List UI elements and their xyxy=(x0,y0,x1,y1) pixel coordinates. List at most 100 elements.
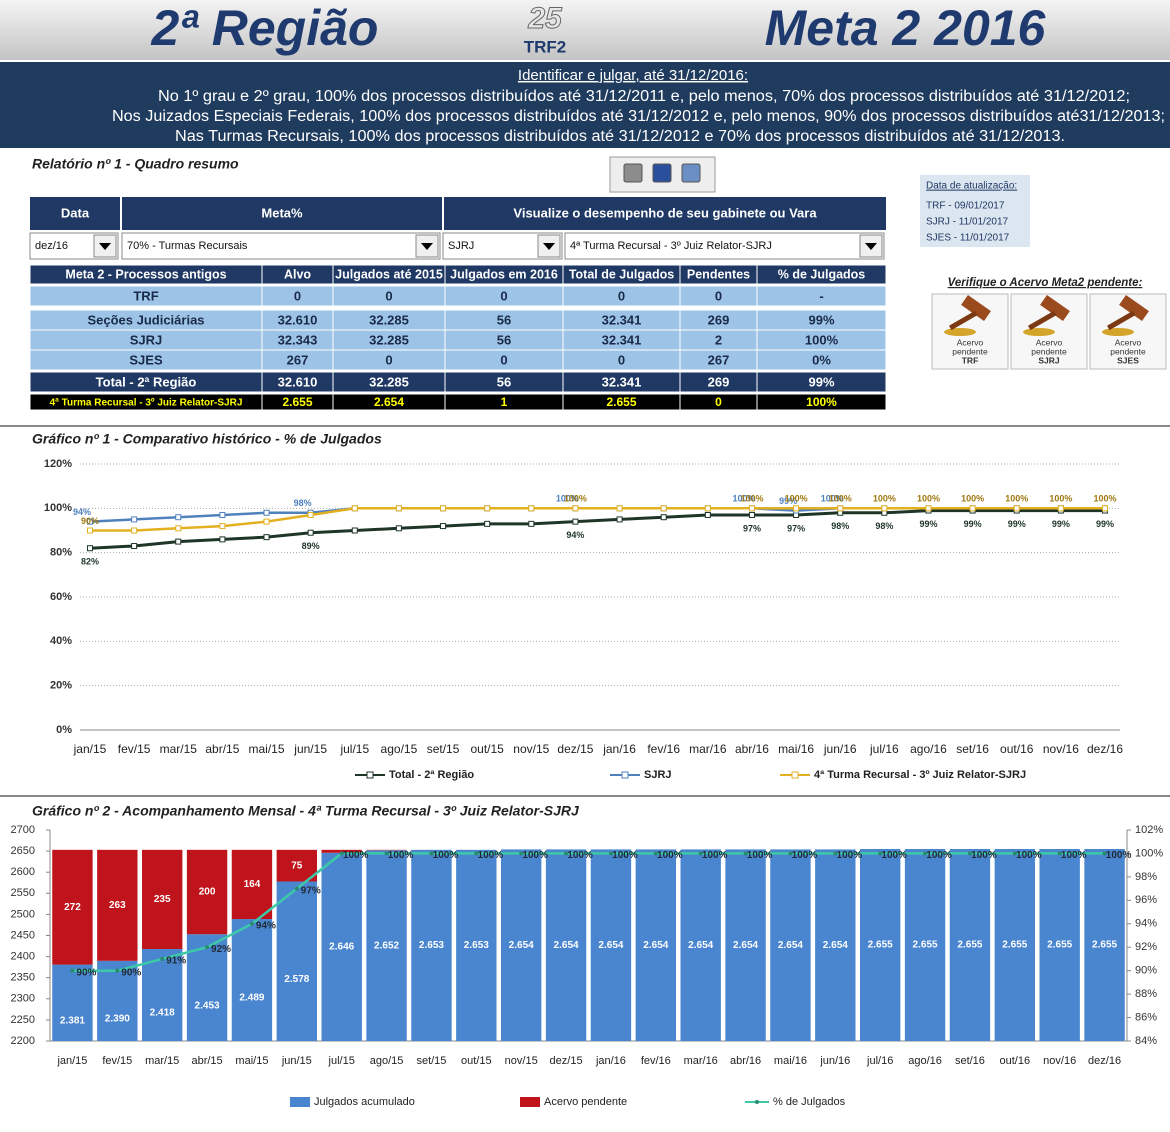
x-tick-label: jul/15 xyxy=(328,1055,355,1067)
data-label: 2.654 xyxy=(733,940,758,951)
y-tick-label: 2550 xyxy=(11,887,35,899)
data-label: 97% xyxy=(301,885,321,896)
data-label: 94% xyxy=(256,920,276,931)
data-label: 2.654 xyxy=(778,940,803,951)
x-tick-label: set/15 xyxy=(427,742,460,756)
data-label: 90% xyxy=(81,516,99,526)
legend-label: Total - 2ª Região xyxy=(389,769,474,781)
preview-button[interactable] xyxy=(682,164,700,182)
logo-number: 25 xyxy=(527,2,563,35)
table-cell-text: 56 xyxy=(497,332,511,347)
gavel-base xyxy=(944,328,976,336)
chart-divider xyxy=(0,425,1170,427)
data-point xyxy=(529,521,534,526)
table-cell-text: Total - 2ª Região xyxy=(96,374,197,389)
x-tick-label: out/15 xyxy=(461,1055,492,1067)
x-tick-label: mar/16 xyxy=(684,1055,718,1067)
x-tick-label: set/16 xyxy=(956,742,989,756)
y-tick-label: 2400 xyxy=(11,951,35,963)
y-tick-label: 20% xyxy=(50,680,72,692)
data-point xyxy=(250,922,254,926)
data-point xyxy=(838,506,843,511)
data-point xyxy=(264,535,269,540)
table-cell-text: 56 xyxy=(497,312,511,327)
legend-marker xyxy=(367,772,373,778)
data-label: 90% xyxy=(121,967,141,978)
x-tick-label: jan/15 xyxy=(73,742,107,756)
data-point xyxy=(205,945,209,949)
x-tick-label: jun/16 xyxy=(823,742,857,756)
x-tick-label: dez/15 xyxy=(557,742,593,756)
table-cell-text: SJES xyxy=(129,352,163,367)
x-tick-label: dez/16 xyxy=(1088,1055,1121,1067)
data-label: 100% xyxy=(478,850,504,861)
x-tick-label: ago/16 xyxy=(908,1055,942,1067)
data-label: 100% xyxy=(1106,850,1132,861)
data-label: 2.655 xyxy=(1002,940,1027,951)
data-point xyxy=(176,515,181,520)
x-tick-label: ago/15 xyxy=(381,742,418,756)
header-title: 2ª Região xyxy=(151,0,379,56)
x-tick-label: jun/16 xyxy=(819,1055,850,1067)
data-point xyxy=(617,517,622,522)
data-label: 100% xyxy=(522,850,548,861)
data-point xyxy=(308,530,313,535)
data-label: 91% xyxy=(166,956,186,967)
data-point xyxy=(115,969,119,973)
x-tick-label: mai/16 xyxy=(778,742,814,756)
save-button[interactable] xyxy=(653,164,671,182)
data-point xyxy=(661,506,666,511)
table-cell-text: 0 xyxy=(500,352,507,367)
table-cell-text: 267 xyxy=(708,352,730,367)
x-tick-label: fev/16 xyxy=(647,742,680,756)
print-button[interactable] xyxy=(624,164,642,182)
data-label: 2.655 xyxy=(1092,940,1117,951)
x-tick-label: jan/16 xyxy=(595,1055,626,1067)
y-tick-label: 2450 xyxy=(11,929,35,941)
data-label: 100% xyxy=(917,494,940,504)
data-point xyxy=(705,512,710,517)
y2-tick-label: 84% xyxy=(1135,1035,1157,1047)
y-tick-label: 0% xyxy=(56,724,72,736)
data-point xyxy=(132,528,137,533)
data-point xyxy=(176,539,181,544)
x-tick-label: ago/16 xyxy=(910,742,947,756)
chart-title: Gráfico nº 1 - Comparativo histórico - %… xyxy=(32,431,382,447)
chart-divider xyxy=(0,795,1170,797)
table-cell-text: 0 xyxy=(385,352,392,367)
y2-tick-label: 96% xyxy=(1135,894,1157,906)
data-label: 263 xyxy=(109,900,126,911)
y-tick-label: 2500 xyxy=(11,908,35,920)
data-point xyxy=(132,517,137,522)
table-cell-text: 99% xyxy=(808,312,834,327)
data-label: 100% xyxy=(881,850,907,861)
x-tick-label: dez/15 xyxy=(550,1055,583,1067)
gavel-base xyxy=(1102,328,1134,336)
x-tick-label: nov/16 xyxy=(1043,742,1079,756)
dropdown-value: dez/16 xyxy=(35,240,68,252)
x-tick-label: nov/15 xyxy=(513,742,549,756)
legend-marker xyxy=(622,772,628,778)
data-label: 2.654 xyxy=(509,940,534,951)
x-tick-label: mai/15 xyxy=(249,742,285,756)
x-tick-label: mai/16 xyxy=(774,1055,807,1067)
y-tick-label: 2250 xyxy=(11,1014,35,1026)
data-point xyxy=(396,526,401,531)
data-point xyxy=(1058,506,1063,511)
data-label: 100% xyxy=(792,850,818,861)
table-cell-text: 32.285 xyxy=(369,312,409,327)
x-tick-label: mar/15 xyxy=(160,742,198,756)
legend-marker xyxy=(792,772,798,778)
table-cell-text: 0 xyxy=(715,395,722,409)
table-cell-text: 32.341 xyxy=(602,332,642,347)
legend-label: % de Julgados xyxy=(773,1096,846,1108)
data-label: 92% xyxy=(211,944,231,955)
legend-label: 4ª Turma Recursal - 3º Juiz Relator-SJRJ xyxy=(814,769,1026,781)
banner-heading: Identificar e julgar, até 31/12/2016: xyxy=(518,67,748,84)
y2-tick-label: 100% xyxy=(1135,847,1163,859)
data-label: 98% xyxy=(875,521,893,531)
data-label: 100% xyxy=(961,494,984,504)
logo-text: TRF2 xyxy=(524,37,567,56)
data-point xyxy=(88,546,93,551)
series-line xyxy=(90,511,1105,549)
